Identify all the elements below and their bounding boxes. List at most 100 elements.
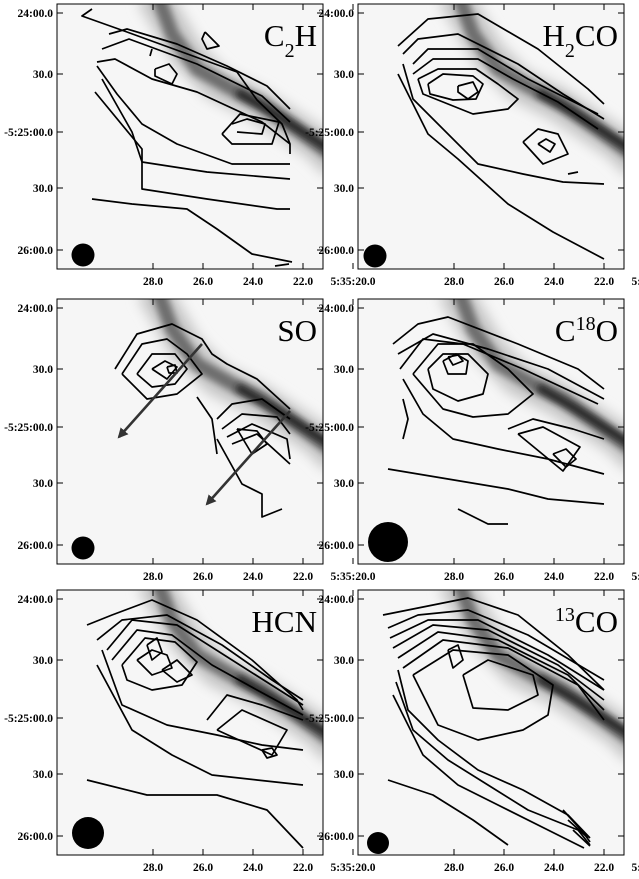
y-tick-label: 26:00.0: [18, 831, 54, 843]
contour-line: [231, 118, 266, 135]
contour-line: [226, 423, 291, 460]
contour-line: [457, 508, 508, 525]
contour-line: [216, 709, 288, 756]
x-tick-label: 24.0: [243, 571, 263, 583]
panel-c18o-plot: [358, 299, 624, 564]
y-tick-label: 24:00.0: [18, 594, 54, 606]
contour-line: [522, 128, 569, 165]
contour-line: [382, 597, 605, 691]
contour-line: [146, 637, 163, 661]
contour-line: [221, 413, 291, 435]
panel-h2co: 28.0 26.0 24.0 22.0 5:35:20.0 24:00.0 30.0 -5:2…: [305, 3, 639, 288]
x-tick-label: 24.0: [544, 276, 564, 288]
panel-c2h: 28.0 26.0 24.0 22.0 5:35:20.0 24:00.0 30.0 -5:2…: [4, 3, 376, 288]
x-tick-label: 28.0: [444, 571, 464, 583]
y-tick-label: 26:00.0: [18, 540, 54, 552]
contour-line: [274, 263, 290, 267]
filled-circle-beam: [363, 244, 387, 268]
y-tick-label: 26:00.0: [319, 245, 355, 257]
contour-line: [447, 644, 464, 669]
y-tick-label: -5:25:00.0: [305, 422, 354, 434]
contour-line: [387, 779, 509, 846]
contour-line: [447, 354, 464, 366]
contour-line: [402, 63, 605, 185]
y-tick-label: 30.0: [334, 183, 354, 195]
y-tick-label: 30.0: [33, 769, 53, 781]
y-tick-label: 30.0: [334, 478, 354, 490]
contour-line: [392, 624, 605, 701]
filled-circle-beam: [367, 832, 389, 854]
y-tick-label: 30.0: [334, 655, 354, 667]
x-tick-label: 24.0: [544, 862, 564, 874]
y-tick-label: 30.0: [33, 69, 53, 81]
contour-line: [94, 91, 290, 210]
filled-circle-beam: [72, 817, 104, 849]
filled-circle-beam: [71, 243, 95, 267]
panel-hcn-plot: [57, 590, 323, 855]
y-tick-label: -5:25:00.0: [305, 713, 354, 725]
contour-line: [231, 433, 291, 465]
contour-line: [106, 619, 304, 706]
x-tick-label: 24.0: [243, 276, 263, 288]
y-tick-label: -5:25:00.0: [4, 422, 53, 434]
contour-line: [154, 63, 178, 85]
x-tick-label: 5:35:20.0: [330, 862, 375, 874]
x-tick-label: 24.0: [544, 571, 564, 583]
contour-line: [86, 599, 304, 711]
contour-line: [101, 38, 291, 123]
y-tick-label: 26:00.0: [319, 540, 355, 552]
nebula-filament-core: [536, 674, 624, 736]
contour-line: [96, 664, 304, 786]
contour-line: [236, 428, 268, 455]
contour-line: [567, 171, 579, 175]
x-tick-label: 22.0: [293, 862, 313, 874]
contour-line: [397, 73, 605, 260]
label-c2h: C2H: [264, 18, 317, 62]
contour-line: [412, 649, 554, 741]
y-tick-label: 24:00.0: [18, 8, 54, 20]
contour-line: [114, 323, 291, 410]
contour-line: [427, 353, 489, 402]
filled-circle-beam: [368, 522, 408, 562]
contour-line: [397, 13, 605, 105]
contour-line: [392, 694, 585, 849]
contour-line: [402, 33, 605, 120]
label-c18o: C18O: [555, 313, 618, 348]
contour-line: [81, 8, 291, 154]
y-tick-label: 30.0: [33, 478, 53, 490]
x-tick-label: 5:35:20.0: [330, 276, 375, 288]
panel-13co-plot: [358, 590, 624, 855]
contour-line: [161, 659, 193, 683]
x-tick-label: 28.0: [143, 862, 163, 874]
y-tick-label: 26:00.0: [18, 245, 54, 257]
contour-line: [402, 378, 605, 475]
contour-line: [136, 353, 188, 388]
y-tick-label: 30.0: [334, 364, 354, 376]
contour-line: [91, 198, 293, 263]
y-tick-label: 24:00.0: [319, 8, 355, 20]
x-tick-label: 5:35:20.0: [631, 862, 639, 874]
contour-line: [417, 68, 519, 115]
y-tick-label: -5:25:00.0: [305, 127, 354, 139]
x-tick-label: 22.0: [594, 862, 614, 874]
contour-line: [196, 396, 218, 455]
contour-line: [412, 48, 599, 115]
contour-line: [221, 113, 280, 145]
nebula-filament-core: [235, 88, 323, 150]
y-tick-label: 30.0: [33, 655, 53, 667]
panel-frame: [56, 3, 324, 270]
nebula-filament-core: [536, 383, 624, 445]
contour-line: [101, 649, 304, 751]
contour-line: [387, 468, 605, 505]
contour-line: [562, 809, 591, 843]
contour-line: [261, 747, 278, 759]
panel-frame: [56, 298, 324, 565]
x-tick-label: 26.0: [193, 862, 213, 874]
contour-line: [111, 629, 304, 716]
panel-frame: [357, 298, 625, 565]
y-tick-label: 30.0: [334, 769, 354, 781]
y-tick-label: -5:25:00.0: [4, 127, 53, 139]
contour-line: [216, 438, 283, 518]
y-tick-label: 24:00.0: [319, 594, 355, 606]
